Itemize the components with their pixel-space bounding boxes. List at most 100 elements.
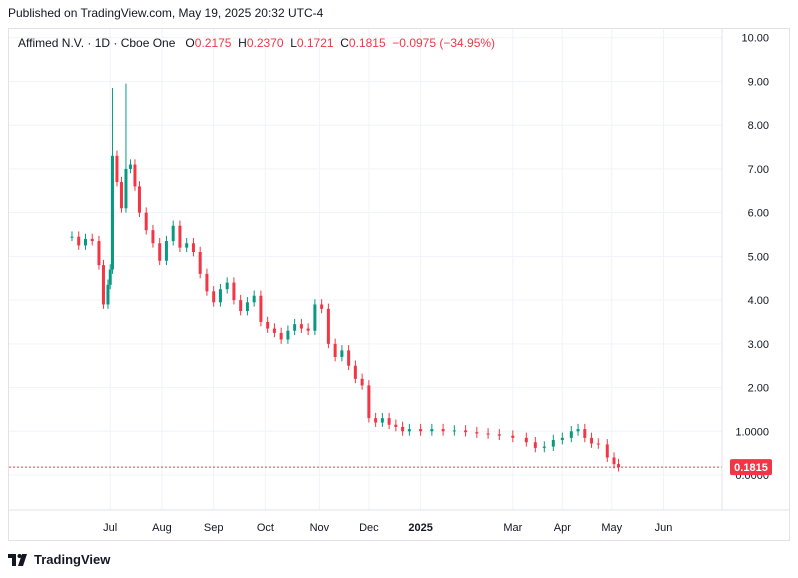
candle[interactable] <box>617 458 621 472</box>
legend-open-value: 0.2175 <box>194 36 232 50</box>
candle[interactable] <box>401 421 405 436</box>
candles-layer <box>70 83 621 472</box>
candle[interactable] <box>452 425 456 436</box>
candle[interactable] <box>108 264 112 290</box>
candle[interactable] <box>198 246 202 279</box>
candle[interactable] <box>218 283 222 307</box>
candle[interactable] <box>101 259 105 309</box>
time-tick-label: Sep <box>204 522 224 534</box>
candle[interactable] <box>137 181 141 218</box>
candle[interactable] <box>178 220 182 253</box>
candle[interactable] <box>110 88 114 274</box>
candle[interactable] <box>299 318 303 333</box>
candle[interactable] <box>441 423 445 436</box>
legend-symbol[interactable]: Affimed N.V. · 1D · Cboe One <box>18 36 176 50</box>
candle[interactable] <box>583 423 587 443</box>
candle[interactable] <box>612 452 616 469</box>
candle[interactable] <box>333 338 337 362</box>
candle[interactable] <box>259 290 263 327</box>
candle[interactable] <box>128 159 132 174</box>
candle[interactable] <box>272 323 276 338</box>
candle[interactable] <box>326 303 330 349</box>
candle[interactable] <box>313 299 317 336</box>
time-tick-label: Jun <box>655 522 673 534</box>
candle[interactable] <box>90 233 94 246</box>
candle[interactable] <box>279 327 283 344</box>
price-tick-label: 6.00 <box>748 208 769 220</box>
candle[interactable] <box>380 412 384 427</box>
candle[interactable] <box>185 238 189 253</box>
price-tick-label: 8.00 <box>748 120 769 132</box>
candle[interactable] <box>205 268 209 296</box>
candle[interactable] <box>77 231 81 250</box>
candle[interactable] <box>239 294 243 316</box>
chart-frame[interactable] <box>8 28 790 541</box>
candle[interactable] <box>497 429 501 441</box>
candle[interactable] <box>605 439 609 462</box>
candle[interactable] <box>374 412 378 427</box>
candle[interactable] <box>158 238 162 266</box>
candle[interactable] <box>83 233 87 250</box>
candle[interactable] <box>533 436 537 453</box>
candle[interactable] <box>225 277 229 294</box>
legend-close-label: C <box>340 36 349 50</box>
price-tick-label: 2.00 <box>748 383 769 395</box>
candle[interactable] <box>590 432 594 448</box>
candle[interactable] <box>394 419 398 432</box>
candle[interactable] <box>144 207 148 235</box>
candle[interactable] <box>191 238 195 257</box>
candle[interactable] <box>293 318 297 336</box>
candle[interactable] <box>464 425 468 437</box>
candle[interactable] <box>245 297 249 316</box>
candle[interactable] <box>486 428 490 439</box>
candle[interactable] <box>119 176 123 213</box>
candle[interactable] <box>367 380 371 423</box>
candle[interactable] <box>407 423 411 436</box>
price-tick-label: 4.00 <box>748 295 769 307</box>
price-tick-label: 5.00 <box>748 251 769 263</box>
candle[interactable] <box>151 224 155 248</box>
candle[interactable] <box>340 345 344 362</box>
time-tick-label: Aug <box>152 522 172 534</box>
candle[interactable] <box>97 235 101 270</box>
footer-brand[interactable]: TradingView <box>8 552 110 567</box>
candle[interactable] <box>430 423 434 436</box>
candle[interactable] <box>252 290 256 307</box>
candle[interactable] <box>551 434 555 451</box>
candle[interactable] <box>542 441 546 453</box>
candle[interactable] <box>266 316 270 333</box>
candle[interactable] <box>387 412 391 430</box>
candle[interactable] <box>576 423 580 436</box>
legend-close-value: 0.1815 <box>348 36 386 50</box>
candle[interactable] <box>124 83 128 213</box>
candle[interactable] <box>115 150 119 187</box>
candle[interactable] <box>596 438 600 449</box>
candle[interactable] <box>286 325 290 344</box>
candle[interactable] <box>475 426 479 438</box>
grid-lines <box>9 29 722 510</box>
candle[interactable] <box>511 430 515 443</box>
legend-high-label: H <box>238 36 247 50</box>
candle[interactable] <box>524 432 528 447</box>
candle[interactable] <box>306 323 310 336</box>
candle[interactable] <box>360 373 364 390</box>
price-tick-label: 7.00 <box>748 164 769 176</box>
candle[interactable] <box>164 235 168 266</box>
candle[interactable] <box>212 286 216 307</box>
candle[interactable] <box>560 432 564 445</box>
candle[interactable] <box>320 299 324 314</box>
candle[interactable] <box>70 231 74 242</box>
candle[interactable] <box>232 277 236 305</box>
published-caption: Published on TradingView.com, May 19, 20… <box>8 6 324 20</box>
time-tick-label: Jul <box>103 522 117 534</box>
candle[interactable] <box>353 360 357 384</box>
candle[interactable] <box>419 423 423 436</box>
candle[interactable] <box>133 159 137 191</box>
price-tick-label: 1.0000 <box>735 426 769 438</box>
last-price-value: 0.1815 <box>734 462 768 474</box>
candle[interactable] <box>569 426 573 443</box>
candle[interactable] <box>171 220 175 246</box>
candle[interactable] <box>347 345 351 371</box>
candle[interactable] <box>106 279 110 309</box>
